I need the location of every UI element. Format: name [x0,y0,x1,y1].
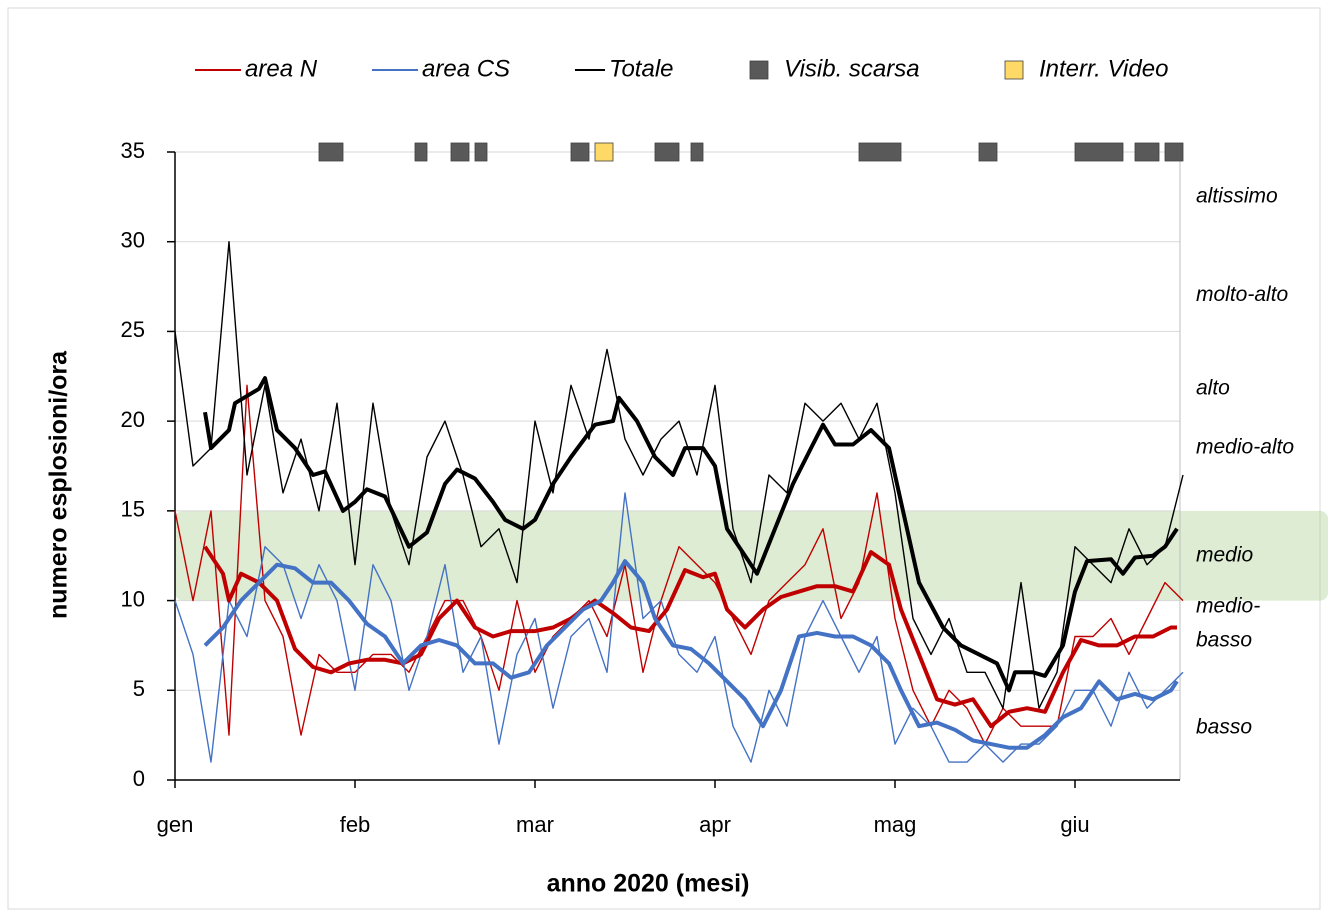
y-tick-label: 20 [121,407,145,432]
y-tick-label: 10 [121,586,145,611]
event-marker [1164,142,1184,162]
level-label: alto [1196,376,1230,399]
legend-swatch [749,60,769,80]
legend-label: Totale [609,55,674,82]
event-marker [414,142,428,162]
x-tick-label: gen [157,812,194,837]
y-tick-label: 30 [121,228,145,253]
daily-line [174,492,1184,763]
mean-line [203,559,1179,750]
level-band [175,510,1328,601]
mean-line [203,545,1177,729]
y-tick-label: 35 [121,138,145,163]
x-tick-label: apr [699,812,731,837]
x-tick-label: mag [874,812,917,837]
event-marker [1074,142,1124,162]
level-label: medio- [1196,594,1260,617]
level-label: medio-alto [1196,436,1294,459]
level-label: basso [1196,716,1252,739]
x-tick-label: mar [516,812,554,837]
event-marker [570,142,590,162]
y-tick-label: 15 [121,497,145,522]
y-tick-label: 5 [133,676,145,701]
event-marker [690,142,704,162]
event-marker [1134,142,1160,162]
y-title: numero esplosioni/ora [45,350,73,619]
event-marker [318,142,344,162]
level-label: basso [1196,628,1252,651]
event-marker [474,142,488,162]
level-label: molto-alto [1196,283,1289,306]
legend-label: Visib. scarsa [784,55,920,82]
legend-label: area N [245,55,318,82]
x-title: anno 2020 (mesi) [547,870,750,898]
mean-line [203,376,1179,693]
event-marker [594,142,614,162]
level-label: altissimo [1196,184,1278,207]
daily-line [174,241,1184,709]
level-label: medio [1196,543,1254,566]
event-marker [978,142,998,162]
x-tick-label: giu [1060,812,1089,837]
legend-swatch [1004,60,1024,80]
legend-label: Interr. Video [1039,55,1168,82]
x-tick-label: feb [340,812,371,837]
legend-label: area CS [422,55,510,82]
y-tick-label: 25 [121,317,145,342]
event-marker [654,142,680,162]
event-marker [858,142,902,162]
daily-line [174,384,1184,745]
event-marker [450,142,470,162]
y-tick-label: 0 [133,766,145,791]
